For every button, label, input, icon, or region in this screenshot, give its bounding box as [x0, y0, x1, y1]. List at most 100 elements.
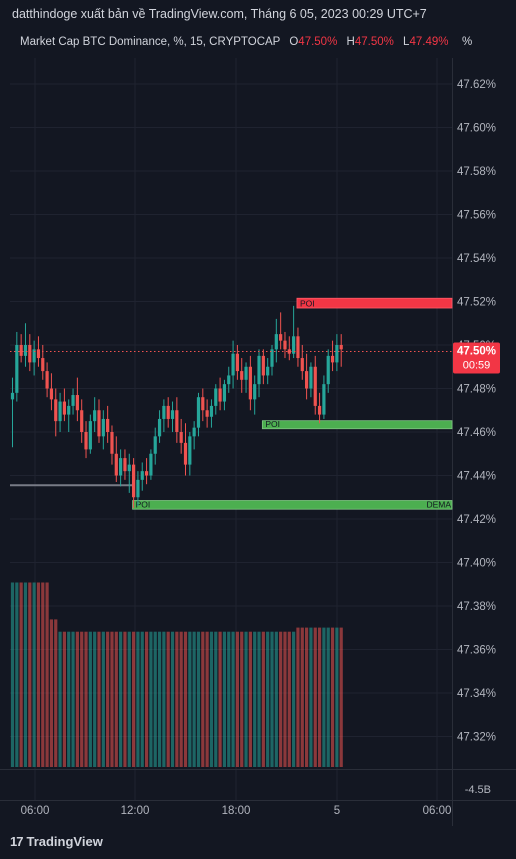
volume-bar	[93, 631, 97, 767]
time-tick-label: 06:00	[21, 805, 50, 817]
candle-body	[84, 432, 88, 450]
volume-bar	[123, 631, 127, 767]
volume-bar	[214, 631, 218, 767]
time-tick-label: 12:00	[121, 805, 150, 817]
volume-bar	[330, 627, 335, 767]
candle-body	[214, 388, 218, 406]
candle-body	[270, 349, 274, 367]
candle-body	[23, 345, 28, 356]
price-tick-label: 47.52%	[457, 297, 496, 309]
price-tick-label: 47.32%	[457, 732, 496, 744]
candle-body	[149, 453, 153, 476]
candle-body	[309, 366, 313, 389]
volume-bar	[335, 627, 339, 767]
volume-bar	[153, 631, 157, 767]
candle-body	[201, 397, 205, 411]
volume-bar	[127, 631, 131, 767]
price-tick-label: 47.44%	[457, 471, 496, 483]
candle-body	[140, 471, 144, 480]
candle-body	[19, 345, 23, 356]
candle-body	[132, 464, 136, 498]
time-tick-label: 18:00	[222, 805, 251, 817]
volume-bar	[257, 631, 261, 767]
candle-body	[300, 358, 304, 372]
volume-bar	[110, 631, 114, 767]
volume-bar	[114, 631, 118, 767]
volume-bar	[23, 582, 28, 767]
price-tick-label: 47.48%	[457, 384, 496, 396]
candle-body	[49, 388, 54, 400]
candle-body	[240, 371, 244, 380]
candle-body	[287, 349, 291, 354]
volume-bar	[218, 631, 222, 767]
poi-zone-label: POI	[265, 419, 280, 429]
candle-body	[41, 358, 45, 372]
volume-bar	[75, 631, 79, 767]
volume-bar	[296, 627, 300, 767]
candle-body	[196, 397, 201, 428]
price-tick-label: 47.56%	[457, 210, 496, 222]
volume-bar	[279, 631, 283, 767]
candle-body	[45, 371, 49, 389]
candle-body	[235, 353, 239, 372]
volume-bar	[227, 631, 231, 767]
candle-body	[261, 355, 265, 376]
volume-bar	[244, 631, 248, 767]
volume-bar	[15, 582, 19, 767]
candle-body	[101, 418, 105, 437]
price-tick-label: 47.36%	[457, 645, 496, 657]
price-tick-label: 47.46%	[457, 427, 496, 439]
brand-name: TradingView	[26, 834, 103, 849]
volume-bar	[209, 631, 214, 767]
price-tick-label: 47.54%	[457, 253, 496, 265]
last-price-tag	[453, 342, 500, 374]
volume-bar	[84, 631, 88, 767]
volume-bar	[97, 631, 101, 767]
candle-body	[205, 410, 209, 417]
volume-bar	[54, 619, 58, 767]
volume-bars	[10, 582, 343, 767]
candle-body	[266, 366, 270, 376]
volume-bar	[261, 631, 265, 767]
price-tick-label: 47.60%	[457, 123, 496, 135]
candle-body	[227, 375, 231, 385]
volume-bar	[222, 631, 227, 767]
tradingview-logo[interactable]: 17 TradingView	[10, 834, 103, 849]
time-tick-label: 5	[334, 805, 340, 817]
candle-body	[292, 336, 296, 354]
candle-body	[88, 421, 92, 450]
candle-body	[305, 371, 309, 389]
volume-bar	[10, 582, 15, 767]
candle-body	[166, 405, 170, 419]
volume-bar	[41, 582, 45, 767]
candle-body	[317, 405, 322, 415]
poi-zone-supply	[296, 297, 453, 309]
volume-bar	[28, 582, 32, 767]
volume-bar	[283, 631, 287, 767]
candle-body	[71, 395, 75, 406]
candle-body	[313, 366, 317, 406]
time-axis[interactable]: 06:00 12:00 18:00 5 06:00	[21, 805, 452, 817]
candle-body	[119, 458, 123, 476]
volume-bar	[240, 631, 244, 767]
candlesticks	[10, 305, 343, 509]
candle-body	[15, 345, 19, 393]
candle-body	[188, 436, 192, 465]
volume-bar	[253, 631, 257, 767]
candle-body	[75, 395, 79, 411]
candle-body	[144, 471, 149, 476]
volume-bar	[322, 627, 326, 767]
volume-bar	[58, 631, 62, 767]
candle-body	[231, 353, 235, 376]
candle-body	[114, 453, 118, 476]
poi-zones: POI POI POI DEMA	[10, 297, 453, 510]
attribution-text: datthindoge xuất bản về TradingView.com,…	[12, 7, 427, 21]
volume-bar	[80, 631, 84, 767]
candle-body	[274, 334, 278, 350]
price-axis[interactable]: 47.62% 47.60% 47.58% 47.56% 47.54% 47.52% 47.5…	[457, 79, 496, 796]
last-price-value: 47.50%	[457, 346, 496, 358]
volume-bar	[317, 627, 322, 767]
volume-bar	[67, 631, 71, 767]
volume-bar	[19, 582, 23, 767]
